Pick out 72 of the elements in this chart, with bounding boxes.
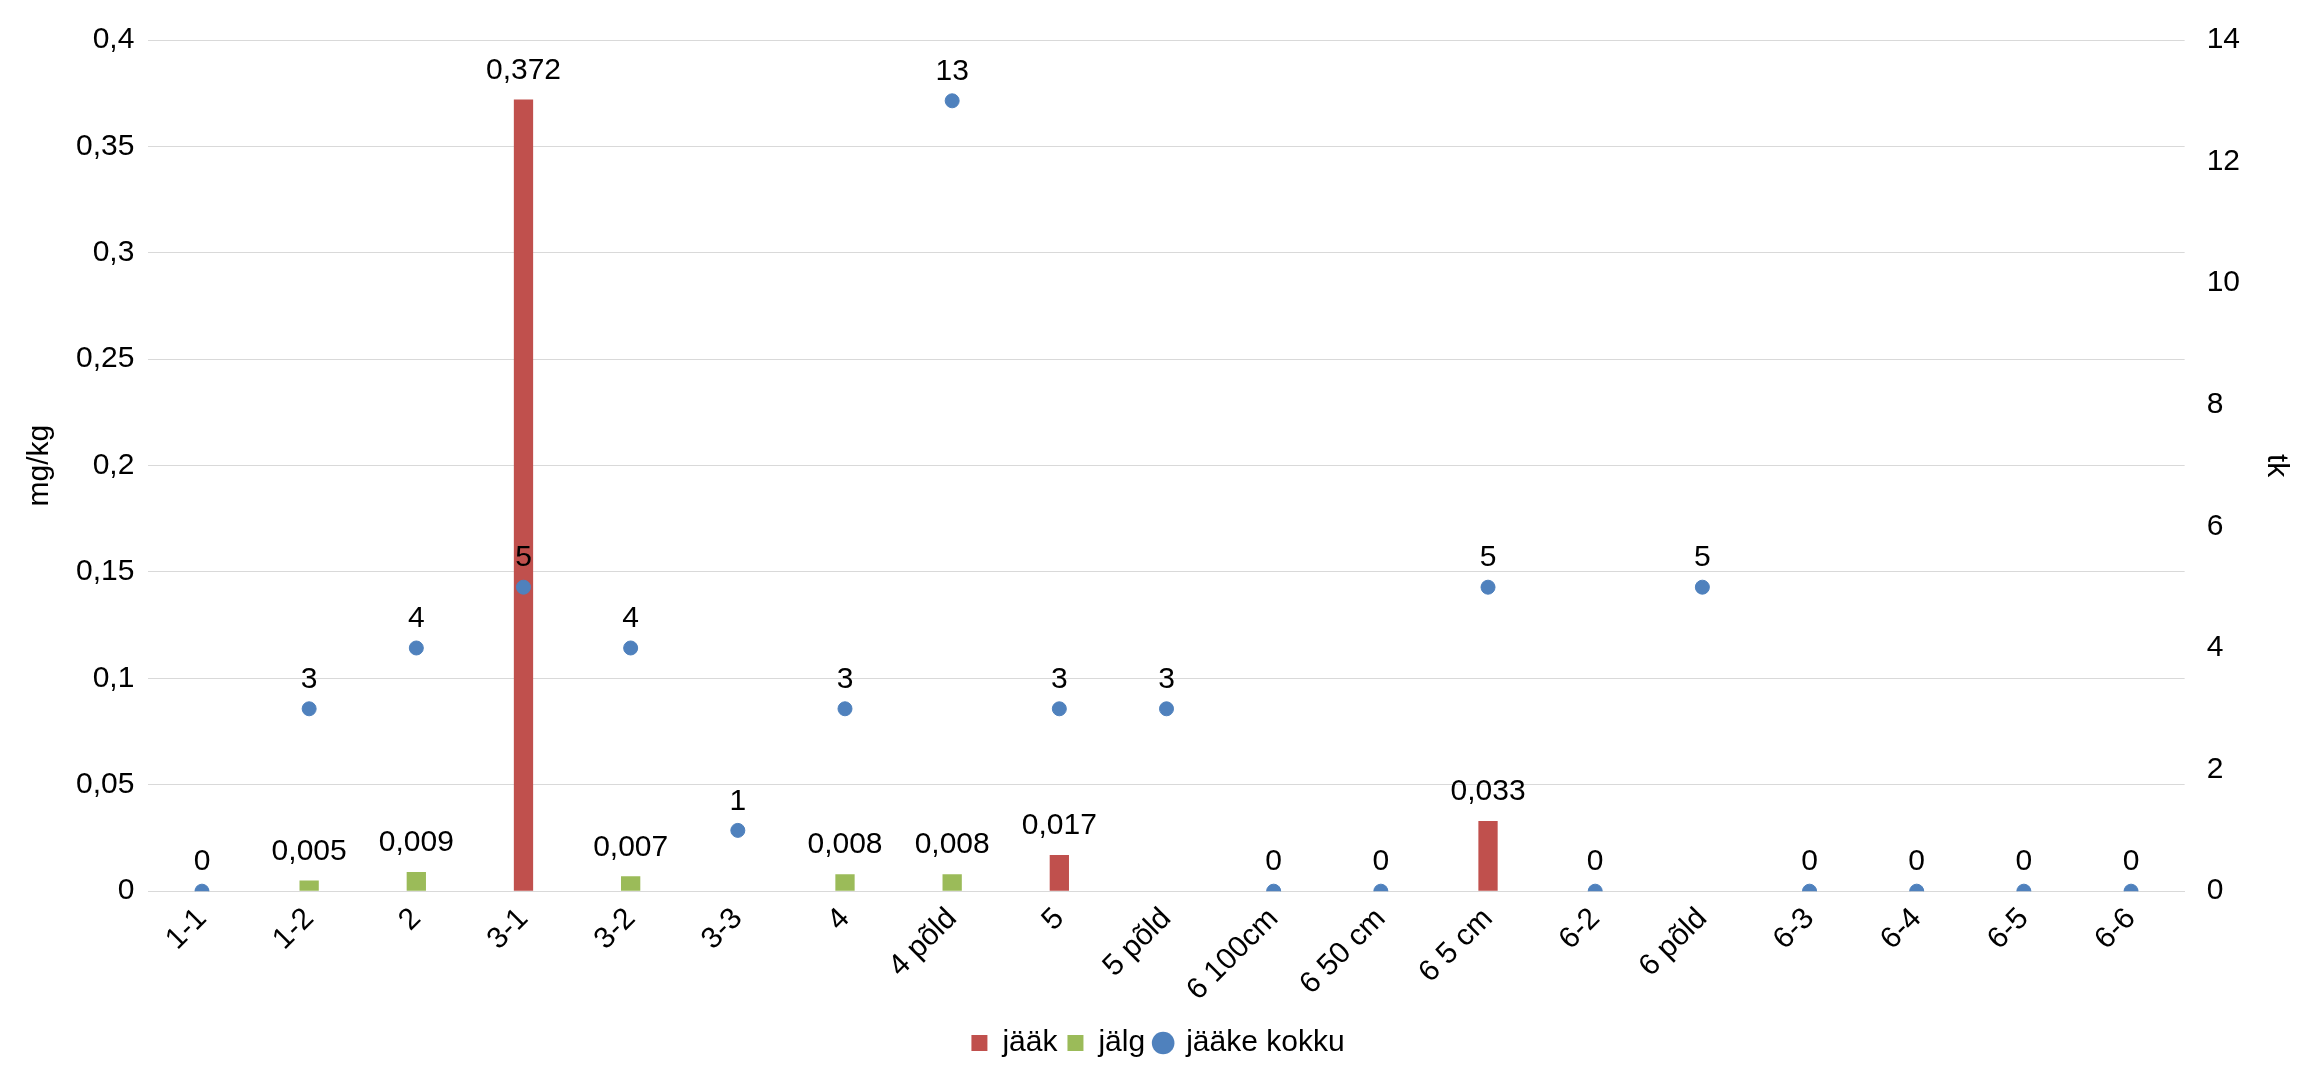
data-label: 5: [1479, 539, 1497, 573]
data-label: 0: [1908, 843, 1926, 877]
y2-axis-title: tk: [2261, 453, 2295, 479]
y2-tick-label: 0: [2206, 872, 2224, 906]
data-label: 4: [622, 600, 639, 634]
data-label: 0,008: [914, 826, 990, 860]
bar: [1478, 820, 1498, 891]
y2-tick-label: 10: [2206, 264, 2241, 298]
data-label: 4: [407, 600, 425, 634]
y-tick-label: 0,3: [92, 234, 135, 268]
data-label: 5: [515, 539, 532, 573]
x-tick-label: 3-2: [586, 900, 641, 955]
data-label: 0: [1801, 843, 1818, 877]
data-label: 0,007: [593, 828, 669, 862]
data-label: 5: [1694, 539, 1711, 573]
x-tick-label: 6-2: [1551, 900, 1606, 955]
x-tick-label: 1-1: [158, 900, 213, 955]
y-tick-label: 0,2: [92, 446, 135, 480]
data-label: 3: [1051, 661, 1068, 695]
data-label: 0: [2122, 843, 2140, 877]
x-tick-label: 6-5: [1979, 900, 2034, 955]
bar: [406, 872, 426, 891]
y-axis-title: mg/kg: [21, 424, 55, 507]
legend-label: jälg: [1097, 1024, 1146, 1058]
y2-tick-label: 2: [2206, 750, 2224, 784]
data-label: 0,033: [1450, 773, 1526, 807]
bar: [835, 874, 855, 891]
data-label: 3: [836, 661, 854, 695]
data-label: 0: [2015, 843, 2033, 877]
legend-label: jääke kokku: [1185, 1024, 1345, 1058]
data-label: 0,005: [271, 832, 347, 866]
data-label: 0,009: [378, 824, 454, 858]
x-tick-label: 6 5 cm: [1411, 900, 1499, 988]
x-tick-label: 6 50 cm: [1292, 900, 1391, 1000]
y2-tick-label: 6: [2206, 507, 2224, 541]
y-tick-label: 0: [117, 872, 135, 906]
x-tick-label: 4: [819, 900, 856, 936]
data-label: 3: [1158, 661, 1175, 695]
data-label: 0,008: [807, 826, 883, 860]
y2-tick-label: 12: [2206, 142, 2241, 176]
data-label: 0: [1372, 843, 1390, 877]
y-tick-label: 0,35: [76, 127, 135, 161]
x-tick-label: 3-1: [479, 900, 534, 955]
y-tick-label: 0,25: [76, 340, 135, 374]
data-label: 0: [193, 843, 211, 877]
data-label: 0,017: [1021, 807, 1097, 841]
x-tick-label: 6-6: [2087, 900, 2142, 955]
x-tick-label: 3-3: [693, 900, 748, 955]
bar: [299, 880, 319, 891]
y2-tick-label: 14: [2206, 21, 2241, 55]
data-label: 1: [729, 782, 747, 816]
bar: [942, 874, 962, 891]
x-tick-label: 5: [1034, 900, 1070, 936]
bar: [1049, 855, 1069, 891]
data-label: 13: [935, 53, 969, 87]
data-label: 0: [1265, 843, 1283, 877]
y2-tick-label: 8: [2206, 386, 2224, 420]
legend-label: jääk: [1001, 1024, 1059, 1058]
x-tick-label: 6-3: [1765, 900, 1820, 955]
y-tick-label: 0,05: [76, 766, 135, 800]
bar: [621, 876, 641, 891]
data-label: 0,372: [485, 51, 562, 85]
y-tick-label: 0,15: [76, 553, 135, 587]
y2-tick-label: 4: [2206, 629, 2224, 663]
data-label: 0: [1586, 843, 1604, 877]
x-tick-label: 6-4: [1872, 900, 1927, 955]
x-tick-label: 1-2: [265, 900, 320, 955]
bar: [513, 99, 534, 891]
x-tick-label: 2: [391, 900, 427, 936]
data-label: 3: [300, 661, 318, 695]
y-tick-label: 0,4: [92, 21, 135, 55]
y-tick-label: 0,1: [92, 659, 135, 693]
